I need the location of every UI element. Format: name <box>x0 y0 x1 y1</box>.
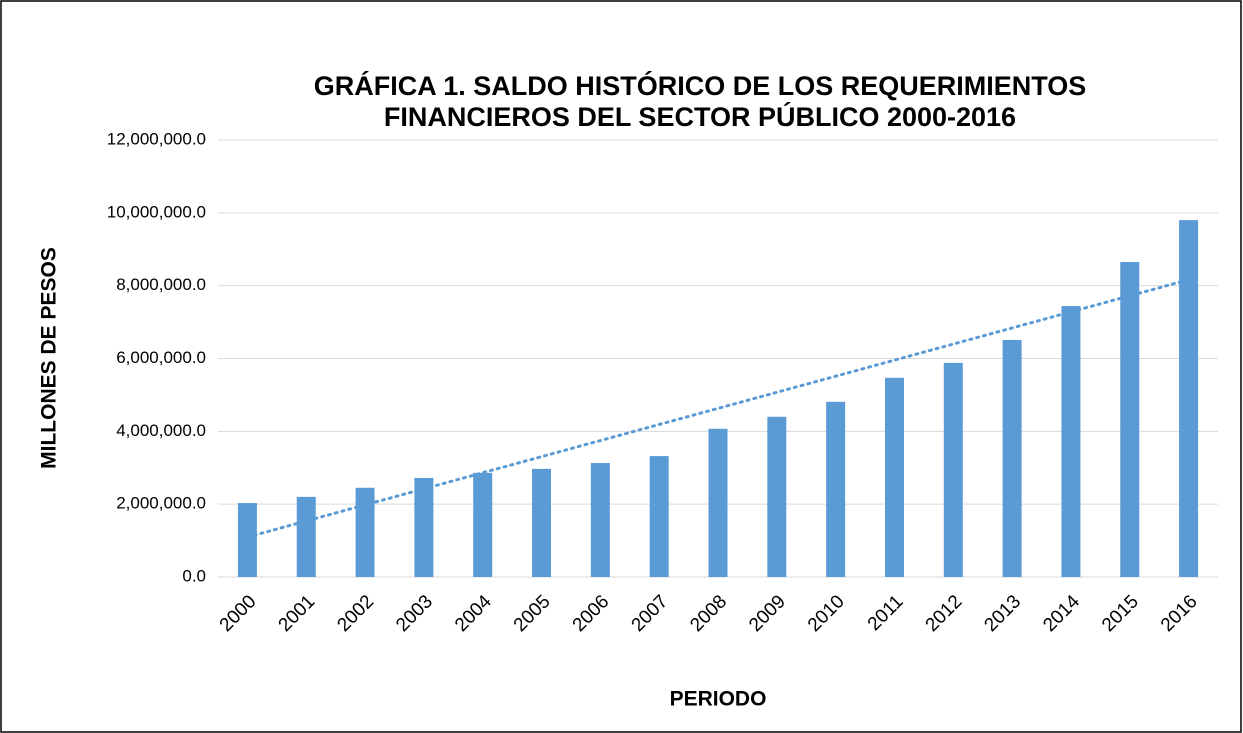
chart-title: GRÁFICA 1. SALDO HISTÓRICO DE LOS REQUER… <box>314 70 1087 101</box>
y-axis-title: MILLONES DE PESOS <box>38 247 61 469</box>
bar <box>355 487 375 577</box>
y-tick-label: 0.0 <box>182 566 206 585</box>
y-tick-label: 4,000,000.0 <box>116 421 206 440</box>
bar <box>590 463 610 577</box>
bar <box>943 362 963 577</box>
bar <box>649 456 669 577</box>
x-axis-title: PERIODO <box>670 688 767 711</box>
y-tick-label: 2,000,000.0 <box>116 494 206 513</box>
bar <box>1061 306 1081 577</box>
trendline <box>245 278 1191 539</box>
bar <box>767 416 787 577</box>
bar <box>532 468 552 577</box>
bar <box>1179 220 1199 577</box>
bar <box>473 472 493 577</box>
bar <box>708 428 728 577</box>
bar <box>296 496 316 577</box>
y-tick-label: 10,000,000.0 <box>107 202 206 221</box>
bar <box>884 377 904 577</box>
y-tick-label: 12,000,000.0 <box>107 129 206 148</box>
chart-title: FINANCIEROS DEL SECTOR PÚBLICO 2000-2016 <box>384 101 1016 132</box>
bar <box>826 401 846 577</box>
bar <box>1002 339 1022 577</box>
bar <box>414 477 434 577</box>
y-tick-label: 8,000,000.0 <box>116 275 206 294</box>
bar <box>1120 261 1140 577</box>
bar <box>237 503 257 577</box>
y-tick-label: 6,000,000.0 <box>116 348 206 367</box>
